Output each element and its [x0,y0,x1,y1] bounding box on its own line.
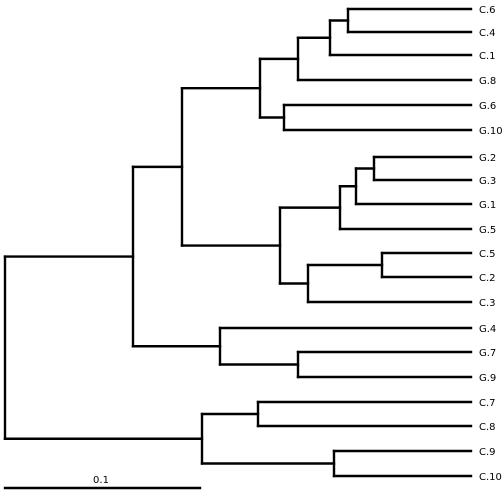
leaf-label-g-3: G.3 [479,176,496,187]
leaf-label-g-8: G.8 [479,76,496,87]
leaf-label-g-9: G.9 [479,373,496,384]
leaf-label-g-4: G.4 [479,324,496,335]
leaf-label-g-1: G.1 [479,200,496,211]
scale-bar-label: 0.1 [93,475,109,486]
leaf-label-g-6: G.6 [479,101,496,112]
leaf-label-c-4: C.4 [479,28,496,39]
leaf-label-c-7: C.7 [479,398,496,409]
leaf-label-g-2: G.2 [479,153,496,164]
leaf-labels: C.6 C.4 C.1 G.8 G.6 G.10 G.2 G.3 G.1 G.5 C.5 C.2 C.3… [479,5,503,483]
leaf-label-g-7: G.7 [479,348,496,359]
leaf-label-c-10: C.10 [479,472,502,483]
leaf-label-c-8: C.8 [479,422,496,433]
tree-branches [3,7,473,478]
leaf-label-g-5: G.5 [479,225,496,236]
leaf-label-c-5: C.5 [479,249,496,260]
leaf-label-c-9: C.9 [479,447,496,458]
leaf-label-c-2: C.2 [479,273,496,284]
leaf-label-c-6: C.6 [479,5,496,16]
leaf-label-g-10: G.10 [479,126,503,137]
scale-bar: 0.1 [3,475,202,490]
leaf-label-c-3: C.3 [479,298,496,309]
leaf-label-c-1: C.1 [479,51,496,62]
